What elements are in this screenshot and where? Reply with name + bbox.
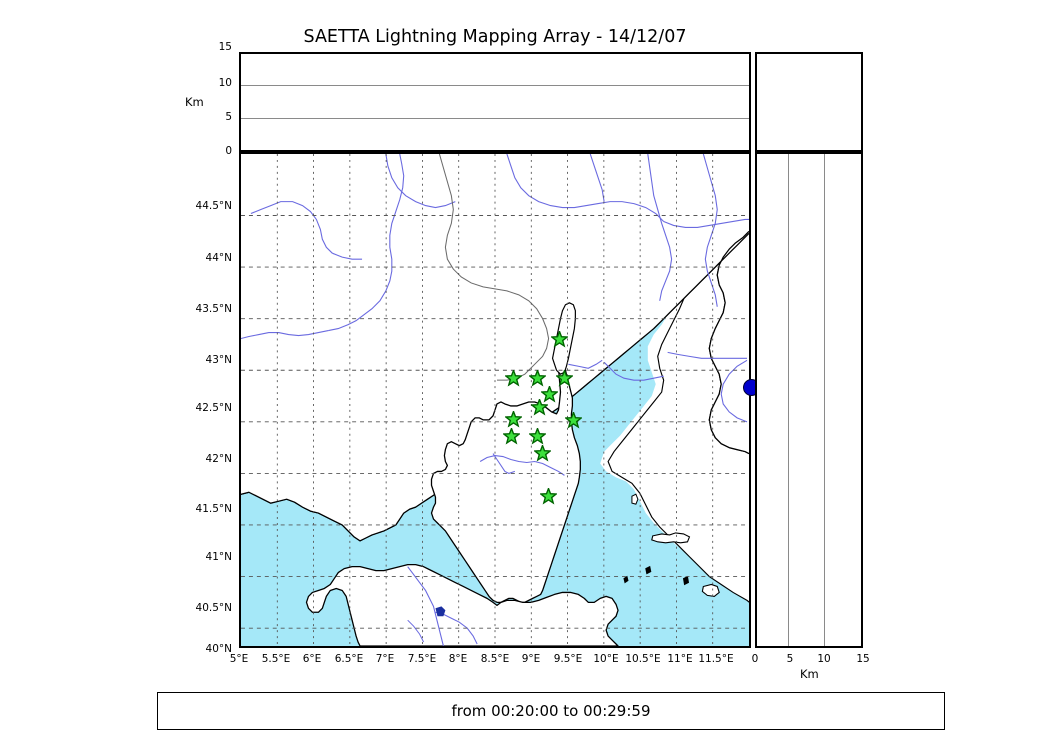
corsica-river bbox=[479, 454, 565, 476]
marker-layer bbox=[241, 154, 761, 646]
river-po-2 bbox=[663, 218, 749, 228]
lat-tick-44: 44°N bbox=[205, 252, 232, 264]
map-panel[interactable] bbox=[239, 152, 761, 648]
river-upper-1 bbox=[250, 201, 333, 254]
river-arno bbox=[647, 154, 673, 301]
montecristo-island bbox=[645, 565, 652, 575]
range-tick-15: 15 bbox=[856, 653, 870, 665]
gridline-alt-5 bbox=[241, 117, 749, 119]
lon-tick-7: 7°E bbox=[375, 653, 395, 665]
lat-tick-41_5: 41.5°N bbox=[195, 503, 232, 515]
lon-tick-8: 8°E bbox=[448, 653, 468, 665]
lat-tick-42: 42°N bbox=[205, 453, 232, 465]
italy-coastline-stroke bbox=[708, 230, 749, 455]
argentario bbox=[701, 583, 720, 597]
lma-station-marker[interactable] bbox=[540, 384, 560, 403]
range-tick-5: 5 bbox=[786, 653, 794, 665]
graticule-meridians bbox=[276, 154, 714, 646]
lma-station-marker[interactable] bbox=[554, 368, 574, 387]
lon-tick-8_5: 8.5°E bbox=[480, 653, 510, 665]
map-geometry bbox=[241, 154, 749, 646]
lma-station-marker[interactable] bbox=[549, 329, 569, 348]
lat-tick-40_5: 40.5°N bbox=[195, 602, 232, 614]
lma-station-marker[interactable] bbox=[527, 427, 547, 446]
river-coastal bbox=[568, 359, 603, 369]
corsica-river-2 bbox=[492, 453, 516, 474]
pianosa-island bbox=[623, 575, 629, 584]
lon-tick-11_5: 11.5°E bbox=[698, 653, 734, 665]
lon-tick-9_5: 9.5°E bbox=[553, 653, 583, 665]
lat-tick-41: 41°N bbox=[205, 551, 232, 563]
italy-fill bbox=[709, 231, 749, 454]
lon-tick-11: 11°E bbox=[667, 653, 693, 665]
alt-tick-5: 5 bbox=[225, 111, 232, 123]
mainland-fill-north bbox=[241, 154, 749, 541]
river-tiber bbox=[702, 154, 718, 307]
lon-tick-6: 6°E bbox=[302, 653, 322, 665]
river-tuscan bbox=[667, 351, 748, 359]
sardinia-river-3 bbox=[407, 619, 425, 643]
lma-station-marker[interactable] bbox=[527, 368, 547, 387]
lma-station-marker[interactable] bbox=[503, 409, 523, 428]
river-liguria bbox=[603, 361, 664, 381]
altitude-histogram-panel bbox=[755, 52, 863, 152]
gridline-alt-10 bbox=[241, 85, 749, 87]
river-umbria bbox=[720, 359, 748, 423]
river-rhone bbox=[328, 154, 405, 332]
elba-island bbox=[651, 532, 691, 544]
sardinia-island bbox=[305, 564, 619, 646]
altitude-axis-label: Km bbox=[185, 95, 204, 109]
lat-tick-44_5: 44.5°N bbox=[195, 200, 232, 212]
lon-tick-10_5: 10.5°E bbox=[625, 653, 661, 665]
lma-station-marker[interactable] bbox=[502, 427, 522, 446]
gridline-range-10 bbox=[823, 154, 825, 646]
lma-station-marker[interactable] bbox=[504, 368, 524, 387]
river-network bbox=[241, 154, 749, 423]
lat-tick-40: 40°N bbox=[205, 643, 232, 655]
lon-tick-7_5: 7.5°E bbox=[407, 653, 437, 665]
lon-tick-5_5: 5.5°E bbox=[261, 653, 291, 665]
latitude-altitude-panel bbox=[755, 152, 863, 648]
lat-tick-43: 43°N bbox=[205, 354, 232, 366]
river-adige bbox=[589, 154, 605, 202]
map-canvas bbox=[241, 154, 749, 646]
lon-tick-6_5: 6.5°E bbox=[334, 653, 364, 665]
lon-tick-10: 10°E bbox=[593, 653, 619, 665]
capraia-island bbox=[631, 493, 639, 505]
lat-tick-43_5: 43.5°N bbox=[195, 303, 232, 315]
gridline-range-5 bbox=[788, 154, 790, 646]
alt-tick-0: 0 bbox=[225, 145, 232, 157]
range-tick-10: 10 bbox=[817, 653, 831, 665]
sardinia-lake bbox=[435, 606, 446, 617]
giglio-island bbox=[682, 575, 690, 586]
lma-station-marker[interactable] bbox=[532, 443, 552, 462]
lat-tick-42_5: 42.5°N bbox=[195, 402, 232, 414]
sardinia-river bbox=[407, 566, 444, 646]
range-tick-0: 0 bbox=[751, 653, 759, 665]
river-po bbox=[506, 154, 665, 222]
alt-tick-10: 10 bbox=[218, 77, 232, 89]
lma-station-marker[interactable] bbox=[564, 410, 584, 429]
alt-tick-15: 15 bbox=[218, 41, 232, 53]
time-window-caption: from 00:20:00 to 00:29:59 bbox=[157, 692, 945, 730]
lon-tick-5: 5°E bbox=[229, 653, 249, 665]
border-fr-it bbox=[438, 154, 550, 369]
altitude-longitude-panel bbox=[239, 52, 751, 152]
lma-station-marker[interactable] bbox=[538, 486, 558, 505]
page-title: SAETTA Lightning Mapping Array - 14/12/0… bbox=[303, 27, 687, 47]
range-axis-label: Km bbox=[800, 667, 819, 681]
river-upper-2 bbox=[332, 252, 363, 260]
river-saone bbox=[385, 154, 456, 209]
lma-station-marker[interactable] bbox=[529, 397, 549, 416]
caption-text: from 00:20:00 to 00:29:59 bbox=[451, 702, 651, 720]
lon-tick-9: 9°E bbox=[521, 653, 541, 665]
